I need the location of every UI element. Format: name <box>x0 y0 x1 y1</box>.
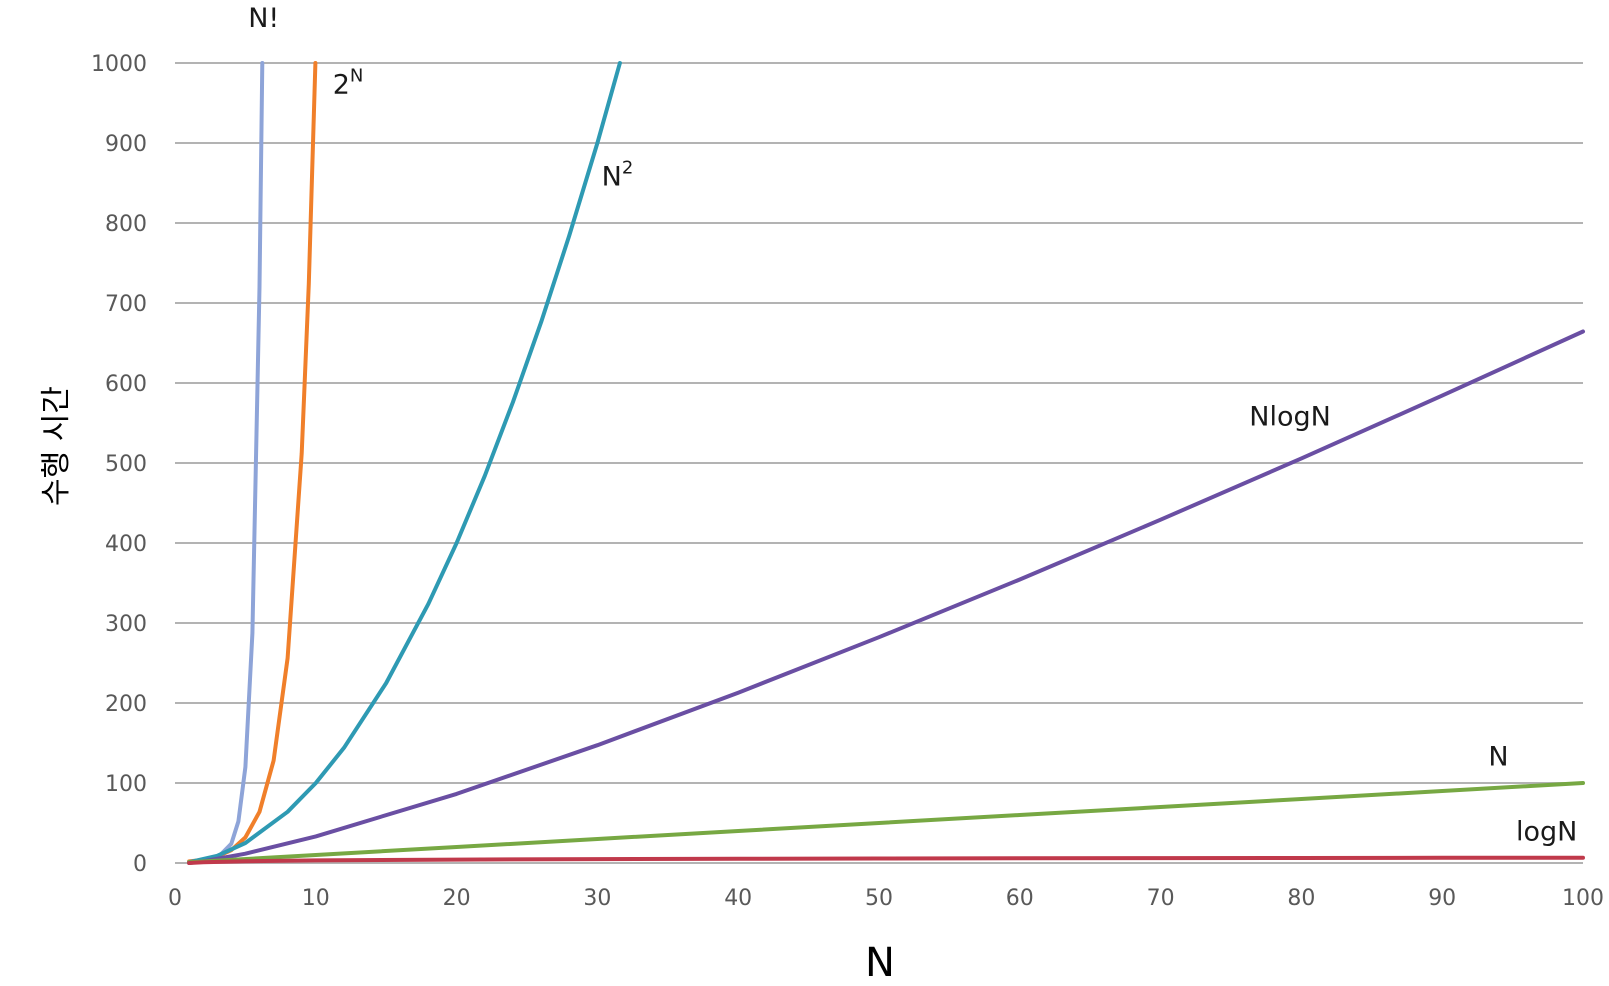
y-tick-label: 700 <box>105 292 147 317</box>
y-tick-label: 800 <box>105 212 147 237</box>
y-tick-label: 200 <box>105 692 147 717</box>
x-tick-label: 90 <box>1428 886 1456 911</box>
x-tick-label: 40 <box>724 886 752 911</box>
y-tick-label: 100 <box>105 772 147 797</box>
y-tick-label: 500 <box>105 452 147 477</box>
x-tick-label: 10 <box>302 886 330 911</box>
y-tick-label: 900 <box>105 132 147 157</box>
grid-lines <box>175 62 1583 864</box>
y-tick-label: 300 <box>105 612 147 637</box>
series-label-n-: N! <box>248 3 279 34</box>
y-axis-title: 수행 시간 <box>39 386 74 506</box>
series-label-nlogn: NlogN <box>1249 401 1331 432</box>
y-tick-labels: 0 100 200 300 400 500 600 700 800 900 1000 <box>91 52 147 877</box>
series-line-nlogn <box>187 329 1585 865</box>
y-tick-label: 400 <box>105 532 147 557</box>
x-tick-label: 70 <box>1147 886 1175 911</box>
series-label-n: N <box>1488 741 1508 772</box>
series-lines <box>187 61 1585 865</box>
x-tick-labels: 0 10 20 30 40 50 60 70 80 90 100 <box>168 886 1604 911</box>
x-tick-label: 30 <box>583 886 611 911</box>
series-label-2n: 2N <box>333 65 364 100</box>
x-tick-label: 50 <box>865 886 893 911</box>
series-labels: N! 2N N2 NlogN NlogN <box>248 3 1577 848</box>
x-tick-label: 20 <box>443 886 471 911</box>
series-line-n <box>187 781 1585 865</box>
x-tick-label: 80 <box>1287 886 1315 911</box>
y-tick-label: 0 <box>133 852 147 877</box>
x-tick-label: 0 <box>168 886 182 911</box>
y-tick-label: 600 <box>105 372 147 397</box>
x-axis-title: N <box>865 940 895 986</box>
series-label-n2: N2 <box>602 157 634 192</box>
series-line-logn <box>187 855 1585 865</box>
series-line-n2 <box>187 61 622 865</box>
x-tick-label: 60 <box>1006 886 1034 911</box>
series-label-logn: logN <box>1516 817 1577 848</box>
x-tick-label: 100 <box>1562 886 1604 911</box>
y-tick-label: 1000 <box>91 52 147 77</box>
